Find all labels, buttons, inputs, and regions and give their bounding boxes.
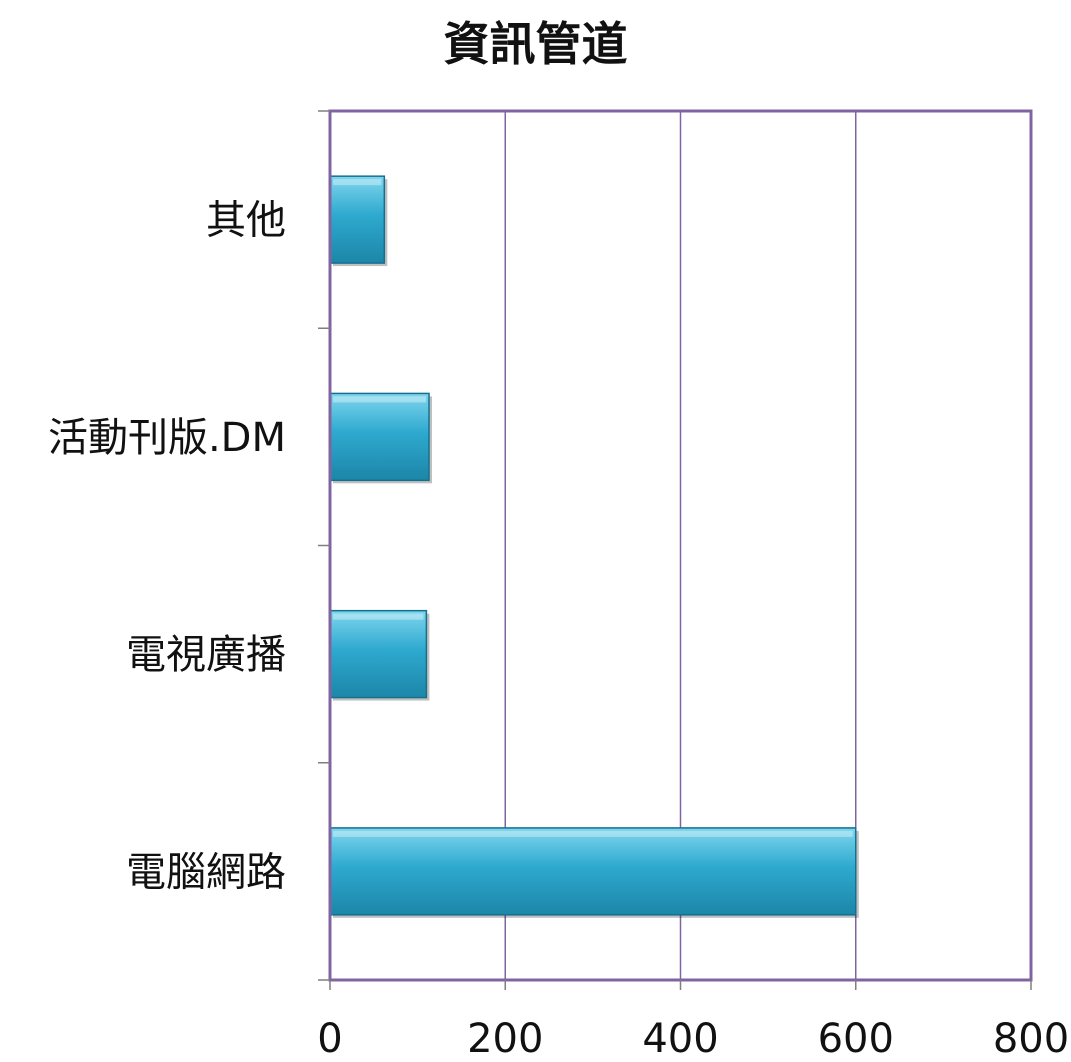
bar-bevel [333,179,382,186]
bar [329,827,859,918]
chart-title: 資訊管道 [443,17,628,71]
x-tick-label: 400 [642,1016,718,1062]
x-tick-label: 200 [467,1016,543,1062]
x-tick-label: 800 [993,1016,1069,1062]
bar-body [329,392,430,482]
bar-body [329,609,428,699]
bar-bevel [333,830,853,837]
bar-bevel [333,396,427,403]
bar-body [329,175,386,264]
bar-bevel [333,613,424,620]
y-category-label: 電視廣播 [126,632,286,678]
bar-body [329,827,857,916]
bar [329,175,388,267]
bar [329,392,433,484]
y-category-label: 其他 [206,198,286,244]
bar [329,609,430,701]
x-tick-label: 600 [818,1016,894,1062]
y-category-label: 電腦網路 [126,849,286,895]
y-category-label: 活動刊版.DM [48,415,286,461]
x-tick-label: 0 [317,1016,342,1062]
